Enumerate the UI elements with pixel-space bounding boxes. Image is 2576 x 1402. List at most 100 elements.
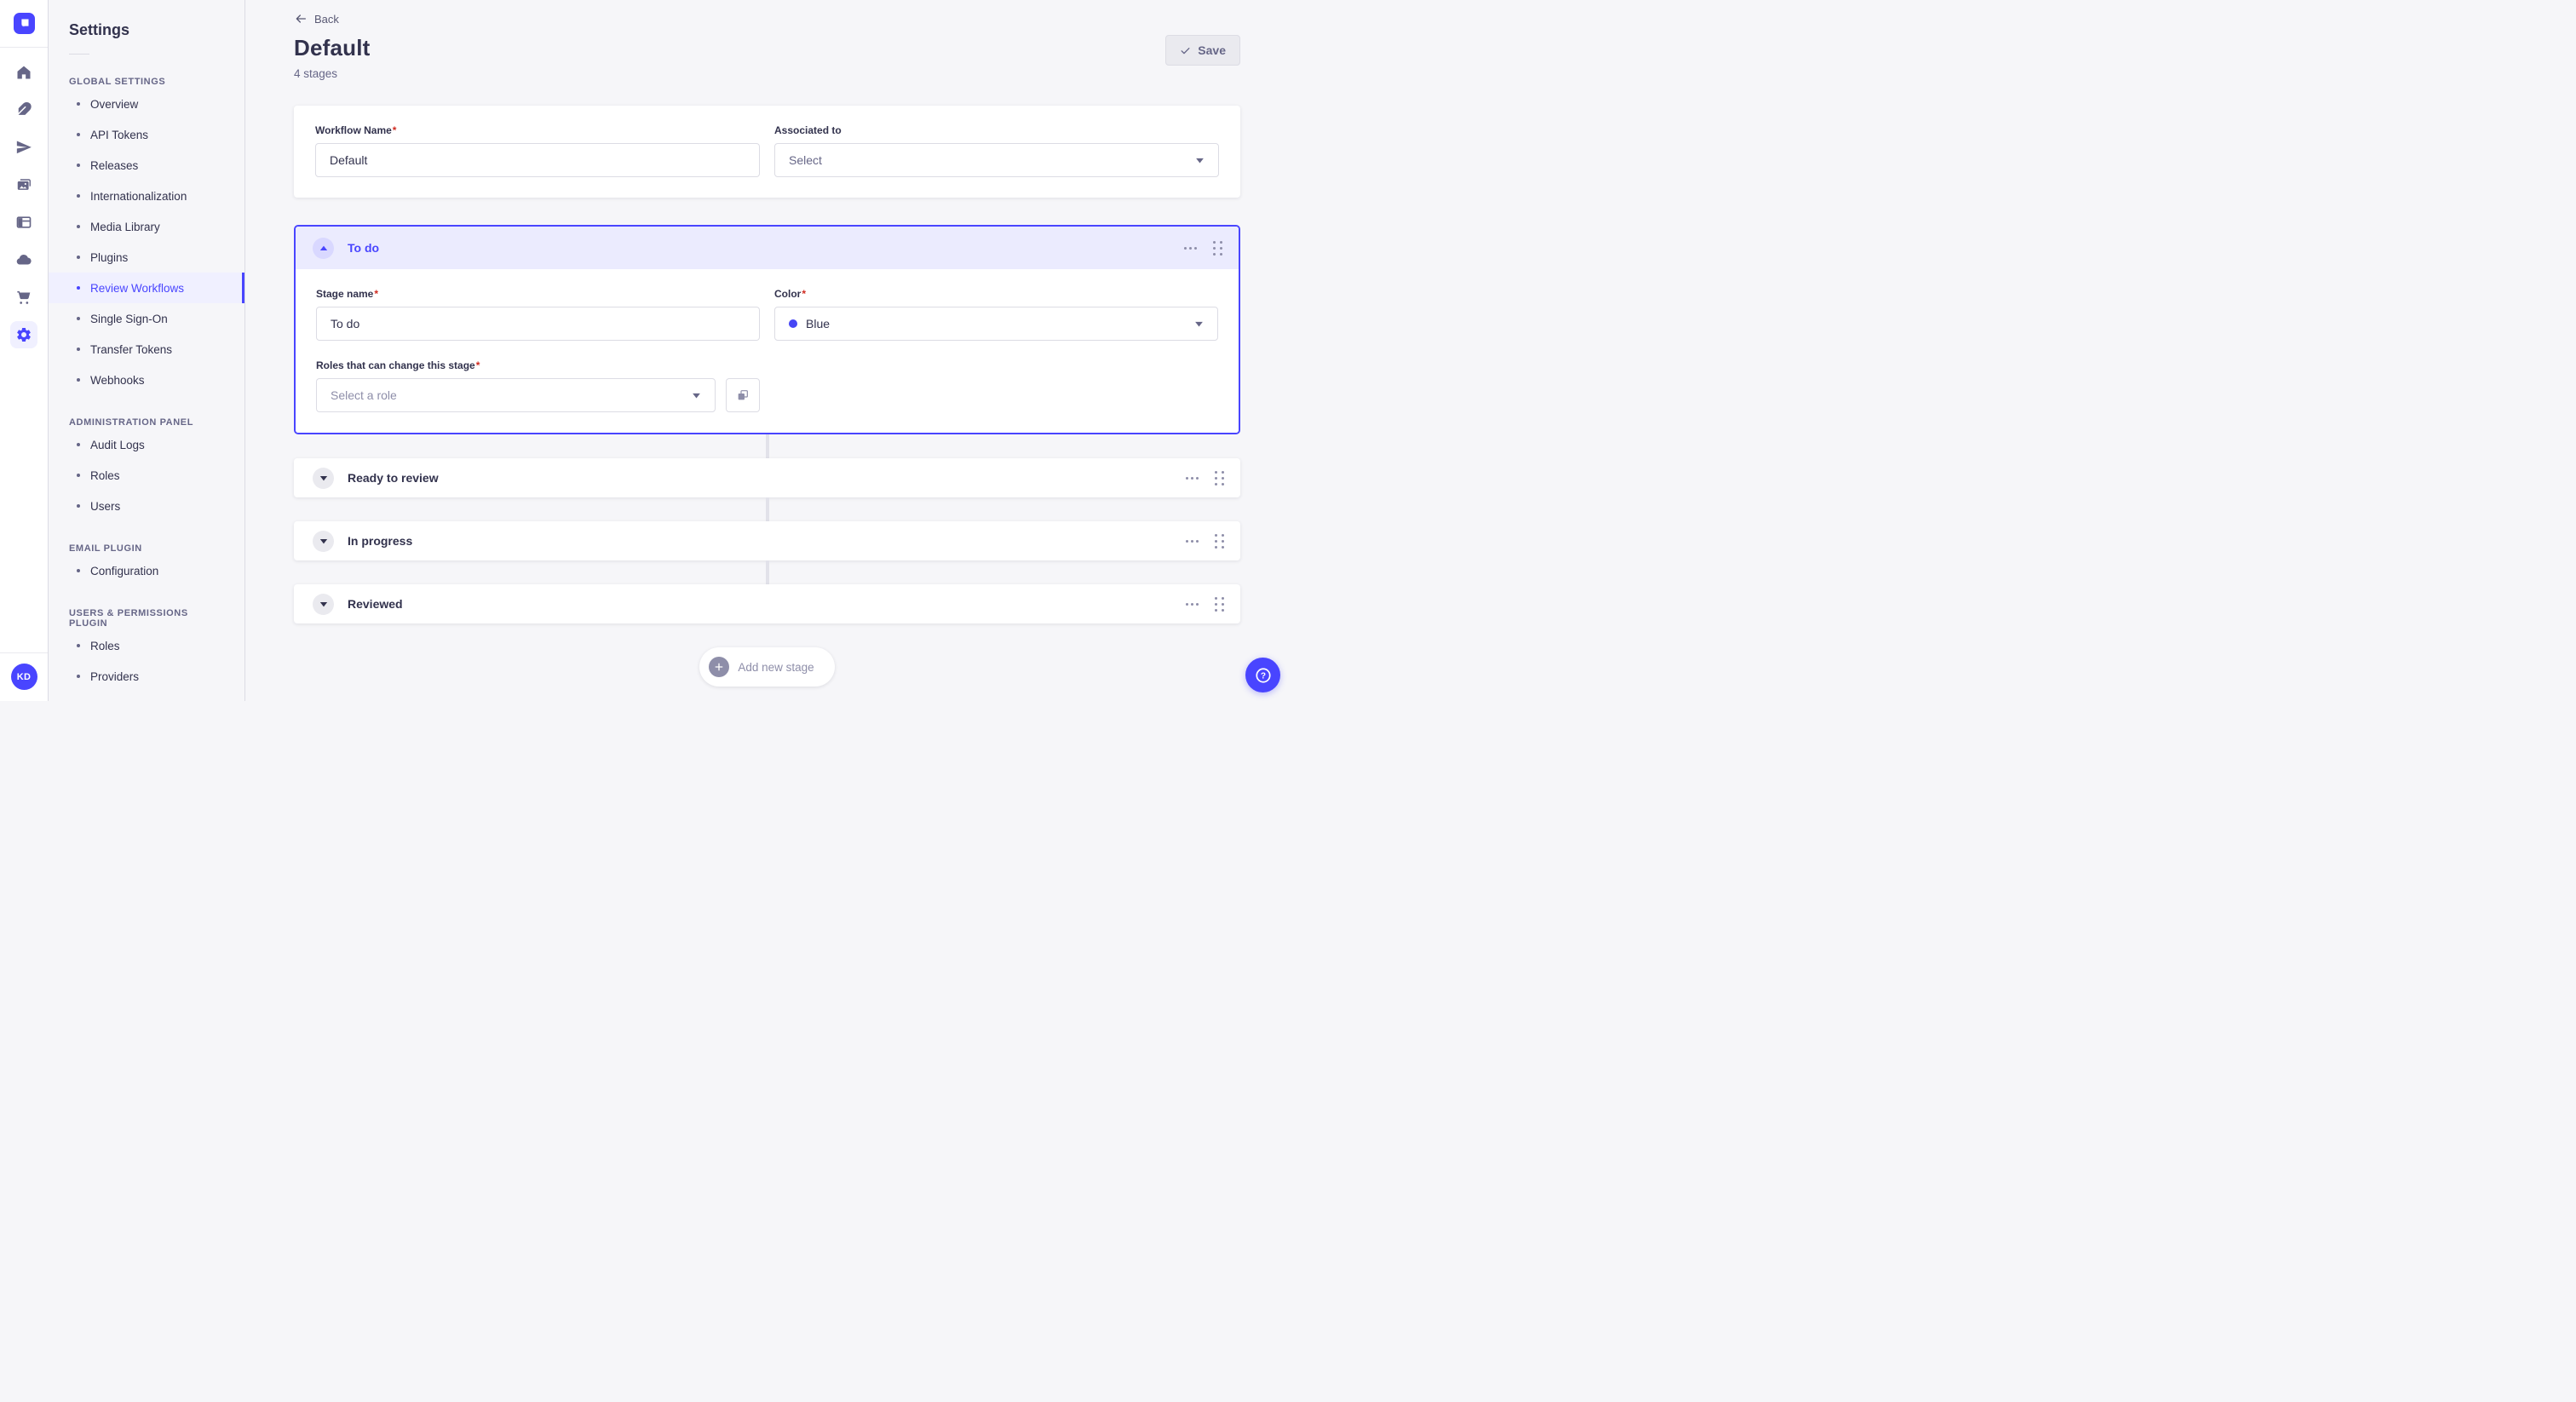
bullet-icon — [77, 225, 80, 228]
sidebar-item-configuration[interactable]: Configuration — [49, 555, 244, 586]
stage-body-todo: Stage name* Color* Blue — [296, 269, 1239, 433]
cloud-icon[interactable] — [10, 246, 37, 273]
stage-drag-handle-icon[interactable] — [1215, 470, 1224, 486]
stage-drag-handle-icon[interactable] — [1213, 240, 1222, 256]
duplicate-stage-button[interactable] — [726, 378, 760, 412]
stage-more-menu-icon[interactable] — [1184, 246, 1197, 250]
rail-icon-list — [10, 48, 37, 348]
bullet-icon — [77, 133, 80, 136]
paper-plane-icon[interactable] — [10, 134, 37, 161]
settings-gear-icon[interactable] — [10, 321, 37, 348]
stage-color-field-group: Color* Blue — [774, 288, 1218, 341]
back-link[interactable]: Back — [294, 12, 339, 26]
help-button[interactable]: ? — [1245, 658, 1280, 692]
sidebar-item-label: Providers — [90, 669, 140, 683]
stage-header-todo[interactable]: To do — [296, 227, 1239, 269]
sidebar-divider — [69, 54, 89, 55]
back-arrow-icon — [296, 14, 306, 23]
sidebar-item-users[interactable]: Users — [49, 491, 244, 521]
stage-title: In progress — [348, 534, 413, 548]
stage-drag-handle-icon[interactable] — [1215, 596, 1224, 612]
strapi-logo-icon — [20, 19, 28, 27]
stage-title: To do — [348, 241, 380, 255]
sidebar-item-overview[interactable]: Overview — [49, 89, 244, 119]
add-new-stage-button[interactable]: Add new stage — [699, 647, 835, 687]
workflow-name-field-group: Workflow Name* — [315, 124, 760, 177]
svg-text:?: ? — [1260, 671, 1265, 681]
sidebar-item-roles[interactable]: Roles — [49, 460, 244, 491]
save-button[interactable]: Save — [1165, 35, 1240, 66]
expand-stage-button[interactable] — [313, 467, 334, 489]
plus-icon — [709, 657, 730, 677]
stage-more-menu-icon[interactable] — [1186, 539, 1199, 543]
workflow-name-input[interactable] — [315, 143, 760, 177]
question-mark-icon: ? — [1255, 667, 1271, 683]
required-marker: * — [802, 288, 807, 300]
stage-more-menu-icon[interactable] — [1186, 602, 1199, 606]
stage-more-menu-icon[interactable] — [1186, 476, 1199, 480]
associated-to-placeholder: Select — [789, 153, 822, 167]
user-avatar[interactable]: KD — [10, 664, 37, 690]
stage-color-dot — [789, 319, 797, 328]
bullet-icon — [77, 164, 80, 167]
sidebar-section-label: ADMINISTRATION PANEL — [69, 417, 194, 428]
stage-roles-label: Roles that can change this stage* — [316, 359, 480, 371]
main-content: Back Default 4 stages Save Workflow Name… — [245, 0, 1288, 701]
collapse-stage-button[interactable] — [313, 237, 334, 259]
marketplace-cart-icon[interactable] — [10, 284, 37, 311]
sidebar-item-transfer-tokens[interactable]: Transfer Tokens — [49, 334, 244, 365]
stage-card-collapsed[interactable]: In progress — [294, 521, 1240, 560]
required-marker: * — [374, 288, 379, 300]
sidebar-item-label: Transfer Tokens — [90, 342, 173, 356]
expand-stage-button[interactable] — [313, 530, 334, 552]
associated-to-field-group: Associated to Select — [774, 124, 1219, 177]
copy-icon — [738, 390, 748, 400]
bullet-icon — [77, 102, 80, 106]
sidebar-item-providers[interactable]: Providers — [49, 661, 244, 692]
stage-title: Ready to review — [348, 471, 439, 485]
rail-user-area: KD — [0, 652, 48, 701]
sidebar-item-label: Media Library — [90, 220, 160, 233]
associated-to-select[interactable]: Select — [774, 143, 1219, 177]
sidebar-item-review-workflows[interactable]: Review Workflows — [49, 273, 244, 303]
stage-name-input[interactable] — [316, 307, 760, 341]
sidebar-item-label: Single Sign-On — [90, 312, 168, 325]
sidebar-item-plugins[interactable]: Plugins — [49, 242, 244, 273]
stage-drag-handle-icon[interactable] — [1215, 533, 1224, 549]
chevron-down-icon — [319, 475, 327, 480]
sidebar-item-roles[interactable]: Roles — [49, 630, 244, 661]
sidebar-section-label: EMAIL PLUGIN — [69, 543, 142, 554]
bullet-icon — [77, 194, 80, 198]
sidebar-item-label: Webhooks — [90, 373, 145, 387]
sidebar-item-audit-logs[interactable]: Audit Logs — [49, 429, 244, 460]
sidebar-item-single-sign-on[interactable]: Single Sign-On — [49, 303, 244, 334]
stage-card-collapsed[interactable]: Reviewed — [294, 584, 1240, 623]
sidebar-sections: GLOBAL SETTINGS Overview API Tokens Release… — [49, 77, 244, 692]
bullet-icon — [77, 348, 80, 351]
sidebar-item-api-tokens[interactable]: API Tokens — [49, 119, 244, 150]
chevron-down-icon — [693, 393, 700, 398]
settings-sidebar: Settings GLOBAL SETTINGS Overview API Toke… — [49, 0, 245, 701]
feather-content-icon[interactable] — [10, 96, 37, 124]
bullet-icon — [77, 675, 80, 678]
chevron-down-icon — [1195, 321, 1203, 326]
sidebar-item-webhooks[interactable]: Webhooks — [49, 365, 244, 395]
sidebar-item-releases[interactable]: Releases — [49, 150, 244, 181]
expand-stage-button[interactable] — [313, 593, 334, 615]
bullet-icon — [77, 569, 80, 572]
stage-color-select[interactable]: Blue — [774, 307, 1218, 341]
media-library-icon[interactable] — [10, 171, 37, 198]
bullet-icon — [77, 474, 80, 477]
stage-connector-line — [765, 560, 769, 584]
stage-color-label: Color* — [774, 288, 807, 300]
content-type-builder-icon[interactable] — [10, 209, 37, 236]
strapi-logo[interactable] — [13, 13, 35, 34]
logo-area — [0, 0, 48, 48]
sidebar-item-media-library[interactable]: Media Library — [49, 211, 244, 242]
home-icon[interactable] — [10, 59, 37, 86]
sidebar-item-label: Releases — [90, 158, 139, 172]
sidebar-title: Settings — [69, 21, 130, 38]
stage-card-collapsed[interactable]: Ready to review — [294, 458, 1240, 497]
stage-roles-select[interactable]: Select a role — [316, 378, 716, 412]
sidebar-item-internationalization[interactable]: Internationalization — [49, 181, 244, 211]
